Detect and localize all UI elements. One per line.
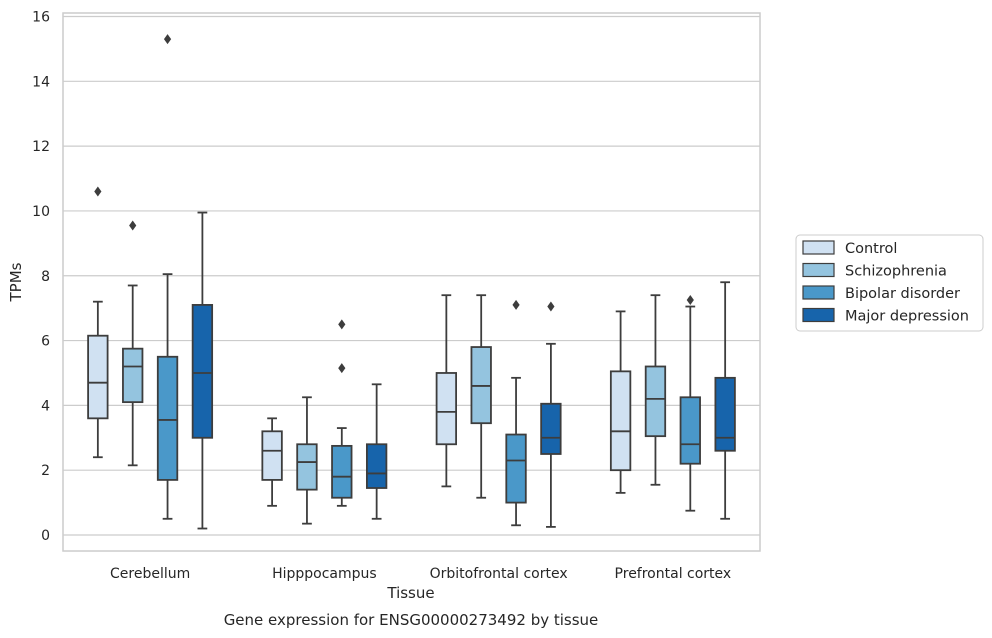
box-bipolar-disorder xyxy=(331,319,353,507)
legend-frame xyxy=(795,234,984,332)
iqr-box xyxy=(191,304,214,439)
box-control xyxy=(261,417,283,507)
x-axis-label: Tissue xyxy=(386,584,434,602)
x-tick-labels: Cerebellum Hipppocampus Orbitofrontal cort… xyxy=(110,566,731,582)
outlier-point xyxy=(94,186,102,197)
box-major-depression xyxy=(191,211,214,530)
box-schizophrenia xyxy=(470,294,492,499)
iqr-box xyxy=(435,372,458,446)
y-tick-label: 12 xyxy=(32,139,50,155)
iqr-box xyxy=(505,433,527,504)
y-tick-label: 0 xyxy=(41,528,50,544)
box-schizophrenia xyxy=(122,220,144,467)
iqr-box xyxy=(365,443,388,489)
iqr-box xyxy=(714,376,736,452)
outlier-point xyxy=(338,319,346,330)
x-tick-label: Prefrontal cortex xyxy=(615,566,732,582)
x-tick-label: Hipppocampus xyxy=(272,566,377,582)
box-bipolar-disorder xyxy=(679,295,701,512)
legend-label: Major depression xyxy=(845,309,969,325)
legend-label: Schizophrenia xyxy=(845,264,947,280)
box-control xyxy=(435,294,458,488)
x-tick-label: Cerebellum xyxy=(110,566,190,582)
x-tick-label: Orbitofrontal cortex xyxy=(430,566,568,582)
iqr-box xyxy=(296,443,318,491)
outlier-point xyxy=(547,301,555,312)
box-schizophrenia xyxy=(296,396,318,525)
outlier-point xyxy=(686,295,694,306)
legend-label: Bipolar disorder xyxy=(845,286,960,302)
box-major-depression xyxy=(714,281,736,520)
legend-label: Control xyxy=(845,241,897,257)
y-tick-label: 14 xyxy=(32,74,50,90)
box-schizophrenia xyxy=(644,294,667,486)
iqr-box xyxy=(540,402,562,455)
y-axis-label: TPMs xyxy=(7,262,25,302)
box-control xyxy=(87,186,109,459)
plot-area xyxy=(63,13,760,551)
y-tick-label: 6 xyxy=(41,334,50,350)
iqr-box xyxy=(331,444,353,499)
iqr-box xyxy=(122,347,144,404)
boxes xyxy=(87,34,736,530)
box-major-depression xyxy=(365,383,388,520)
y-tick-label: 4 xyxy=(41,398,50,414)
box-bipolar-disorder xyxy=(156,34,179,520)
legend-swatch xyxy=(802,285,835,300)
y-tick-label: 8 xyxy=(41,269,50,285)
plot-frame xyxy=(62,12,761,552)
iqr-box xyxy=(156,355,179,481)
y-tick-label: 16 xyxy=(32,10,50,26)
iqr-box xyxy=(87,334,109,420)
box-major-depression xyxy=(540,301,562,528)
y-tick-label: 10 xyxy=(32,204,50,220)
iqr-box xyxy=(679,396,701,465)
iqr-box xyxy=(609,370,632,472)
box-bipolar-disorder xyxy=(505,299,527,527)
legend: Control Schizophrenia Bipolar disorder Majo… xyxy=(795,234,984,332)
legend-swatch xyxy=(802,307,835,323)
outlier-point xyxy=(512,299,520,310)
legend-swatch xyxy=(802,240,835,255)
outlier-point xyxy=(129,220,137,231)
outlier-point xyxy=(163,34,172,45)
box-control xyxy=(609,310,632,494)
legend-swatch xyxy=(802,262,835,278)
iqr-box xyxy=(644,365,667,438)
y-tick-label: 2 xyxy=(41,463,50,479)
outlier-point xyxy=(338,363,346,374)
iqr-box xyxy=(261,430,283,481)
y-tick-labels: 0 2 4 6 8 10 12 14 16 xyxy=(32,10,50,545)
y-grid xyxy=(63,15,760,536)
chart-caption: Gene expression for ENSG00000273492 by t… xyxy=(224,611,599,629)
